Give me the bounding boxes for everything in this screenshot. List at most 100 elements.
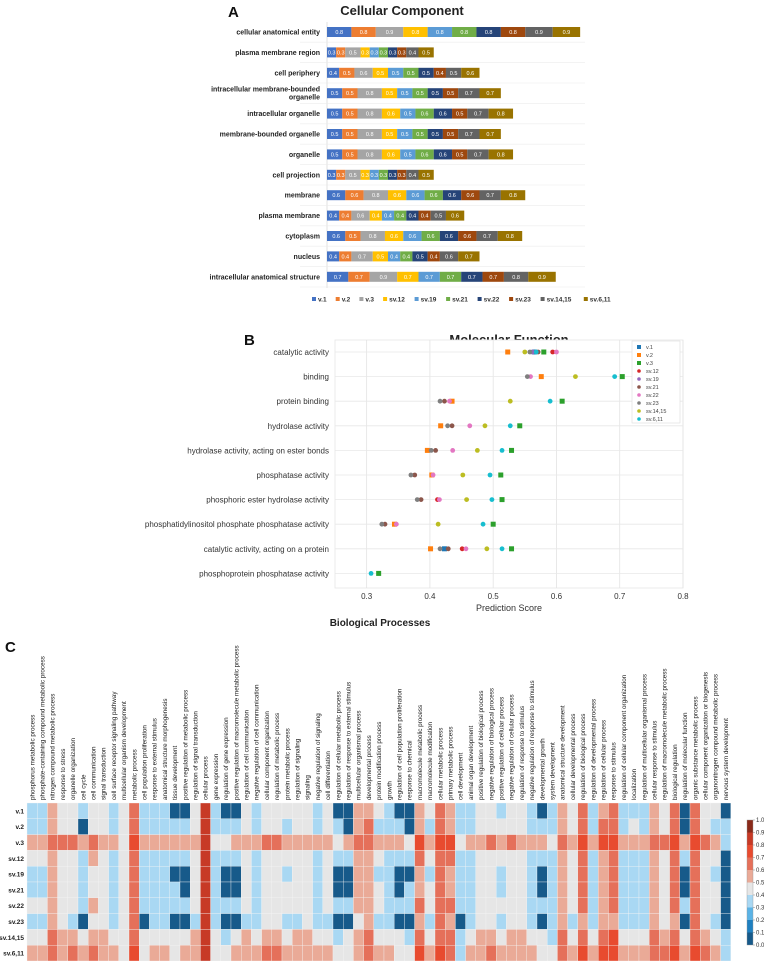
heatmap-cell: [343, 834, 354, 851]
bar-segment: [412, 129, 428, 139]
heatmap-cell: [720, 818, 731, 835]
heatmap-cell: [587, 945, 599, 961]
heatmap-cell: [567, 929, 578, 946]
heatmap-cell: [302, 913, 313, 930]
segment-value-label: 0.6: [393, 193, 401, 199]
heatmap-cell: [332, 929, 344, 946]
heatmap-cell: [649, 881, 660, 898]
data-point-circle: [533, 349, 539, 355]
bar-segment: [467, 108, 489, 119]
heatmap-cell: [434, 802, 446, 819]
heatmap-cell: [322, 913, 334, 930]
x-tick-label: 0.4: [424, 592, 436, 601]
heatmap-cell: [77, 818, 89, 835]
bar-segment: [503, 271, 529, 282]
heatmap-cell: [394, 945, 405, 961]
heatmap-cell: [536, 834, 548, 851]
heatmap-cell: [88, 818, 99, 835]
colorbar-segment: [747, 870, 753, 883]
segment-value-label: 0.4: [329, 254, 337, 260]
heatmap-cell: [516, 897, 527, 914]
heatmap-cell: [547, 929, 558, 946]
data-point-circle: [445, 546, 451, 552]
segment-value-label: 0.8: [460, 30, 468, 36]
data-point-square: [490, 521, 496, 527]
heatmap-cell: [394, 913, 405, 930]
bar-segment: [427, 27, 453, 37]
column-label: anatomical structure morphogenesis: [162, 698, 169, 800]
data-point-circle: [573, 374, 578, 379]
heatmap-cell: [710, 945, 721, 961]
heatmap-cell: [506, 897, 517, 914]
segment-value-label: 0.6: [421, 152, 429, 158]
colorbar-tick-label: 1.0: [756, 818, 764, 824]
data-point-square: [428, 546, 434, 552]
heatmap-cell: [57, 866, 68, 883]
heatmap-cell: [567, 818, 578, 835]
heatmap-cell: [516, 802, 527, 819]
column-label: cell communication: [91, 746, 98, 800]
heatmap-cell: [77, 834, 89, 851]
heatmap-cell: [557, 802, 568, 819]
heatmap-cell: [169, 929, 181, 946]
category-label: protein binding: [277, 397, 329, 406]
column-label: cell cycle: [80, 774, 87, 800]
heatmap-cell: [404, 881, 415, 898]
biological-processes-heatmap: phosphorus metabolic process phosphate-co…: [0, 645, 764, 961]
column-label: multicellular organismal process: [356, 710, 363, 800]
heatmap-cell: [190, 802, 201, 819]
bar-segment: [397, 47, 407, 58]
bar-segment: [327, 108, 343, 119]
segment-value-label: 0.8: [366, 152, 374, 158]
data-point-square: [498, 472, 504, 478]
heatmap-cell: [98, 881, 109, 898]
bar-segment: [327, 210, 340, 221]
heatmap-cell: [261, 881, 272, 898]
bar-segment: [342, 149, 358, 160]
heatmap-cell: [577, 818, 589, 835]
heatmap-cell: [292, 929, 303, 946]
heatmap-cell: [445, 897, 456, 914]
bar-segment: [479, 190, 501, 201]
heatmap-cell: [475, 913, 487, 930]
heatmap-cell: [322, 897, 334, 914]
heatmap-cell: [200, 897, 211, 914]
heatmap-cell: [108, 913, 119, 930]
heatmap-cell: [720, 913, 731, 930]
column-label: negative regulation of response to stimu…: [529, 680, 536, 800]
legend-label: sv.14,15: [646, 409, 666, 415]
heatmap-cell: [404, 818, 415, 835]
bar-segment: [418, 47, 434, 58]
heatmap-cell: [659, 802, 670, 819]
legend-marker: [637, 401, 641, 405]
heatmap-cell: [57, 802, 68, 819]
column-label: macromolecule metabolic process: [417, 705, 424, 800]
segment-value-label: 0.6: [445, 234, 453, 240]
heatmap-cell: [128, 818, 140, 835]
bar-segment: [458, 129, 480, 139]
column-label: positive regulation of biological proces…: [478, 690, 485, 800]
heatmap-cell: [190, 850, 201, 867]
heatmap-cell: [628, 866, 640, 883]
legend: v.1 v.2 v.3 sv.12 sv.19 sv.21 sv.22 sv.23 sv.14,…: [631, 340, 681, 424]
heatmap-cell: [251, 945, 262, 961]
bar-segment: [339, 210, 352, 221]
segment-value-label: 0.4: [396, 214, 404, 220]
bar-segment: [345, 169, 361, 180]
heatmap-cell: [649, 802, 660, 819]
bar-segment: [427, 88, 443, 99]
heatmap-cell: [557, 929, 568, 946]
legend-swatch: [509, 297, 514, 301]
heatmap-cell: [220, 834, 232, 851]
bar-segment: [439, 251, 459, 262]
heatmap-cell: [679, 897, 691, 914]
bar-segment: [345, 47, 361, 58]
heatmap-cell: [720, 881, 731, 898]
heatmap-cell: [669, 913, 680, 930]
heatmap-cell: [669, 834, 680, 851]
heatmap-cell: [536, 802, 548, 819]
legend-label: sv.19: [421, 297, 437, 304]
heatmap-cell: [434, 881, 446, 898]
heatmap-cell: [669, 897, 680, 914]
heatmap-cell: [465, 818, 476, 835]
